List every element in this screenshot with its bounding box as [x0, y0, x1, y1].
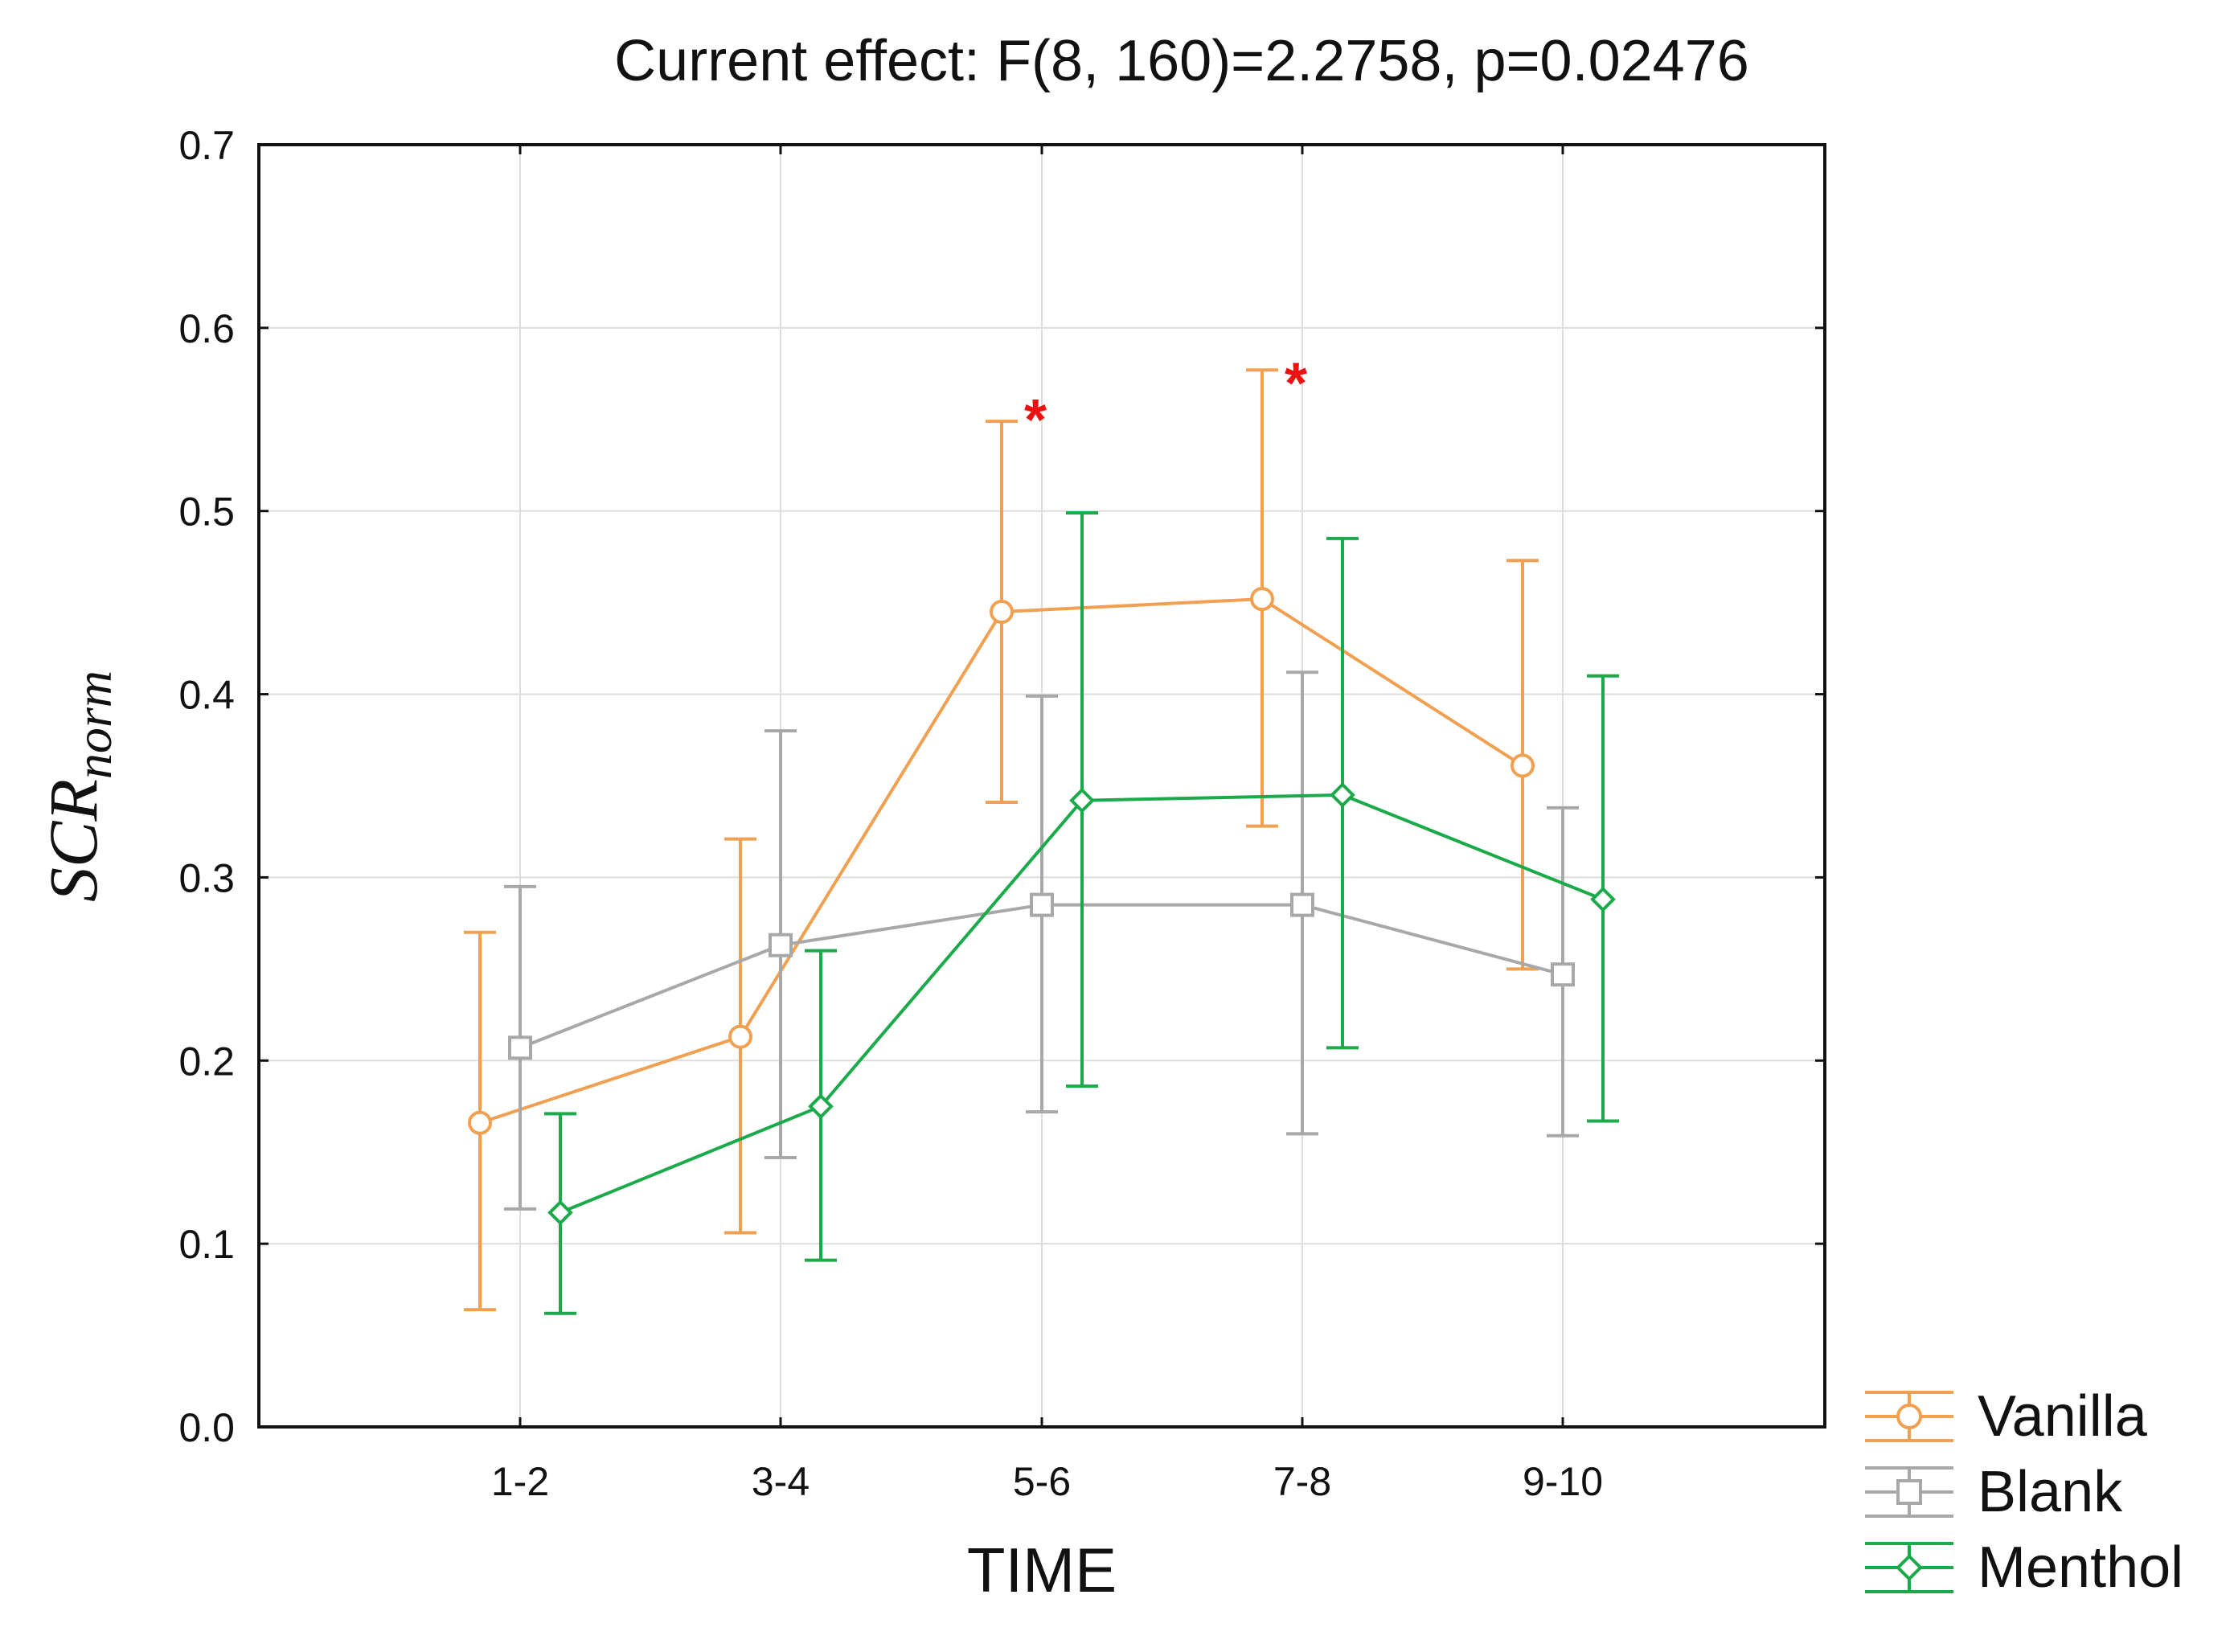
series-layer	[464, 368, 1619, 1315]
significance-asterisk: *	[1024, 388, 1047, 453]
legend-marker-menthol	[1896, 1554, 1923, 1581]
x-tick-label: 3-4	[752, 1459, 810, 1504]
data-point-vanilla	[468, 1110, 492, 1135]
x-tick-label: 7-8	[1273, 1459, 1331, 1504]
data-point-menthol	[547, 1199, 573, 1226]
y-axis-label-subscript: norm	[65, 670, 122, 779]
legend: Vanilla Blank Menthol	[1865, 1384, 2183, 1600]
data-point-blank	[769, 933, 793, 957]
legend-label: Menthol	[1978, 1535, 2183, 1600]
series-vanilla	[464, 368, 1539, 1312]
y-tick-label: 0.1	[178, 1222, 235, 1267]
legend-marker-vanilla	[1896, 1404, 1922, 1429]
legend-item-blank: Blank	[1865, 1460, 2123, 1524]
chart-title: Current effect: F(8, 160)=2.2758, p=0.02…	[614, 29, 1749, 93]
y-axis-label-main: SCR	[35, 779, 112, 902]
data-point-menthol	[808, 1093, 834, 1120]
axes: 0.0 0.1 0.2 0.3 0.4 0.5 0.6 0.7 1-2 3-4 5-6 7-8 9-10	[178, 123, 1825, 1504]
data-point-vanilla	[1511, 753, 1535, 778]
data-point-blank	[1551, 962, 1575, 987]
data-point-blank	[1030, 892, 1054, 917]
data-point-vanilla	[728, 1024, 752, 1049]
y-axis-label: SCRnorm	[35, 670, 122, 902]
x-tick-label: 1-2	[491, 1459, 549, 1504]
legend-item-vanilla: Vanilla	[1865, 1384, 2148, 1449]
y-tick-label: 0.0	[178, 1405, 235, 1450]
y-tick-label: 0.6	[178, 306, 235, 351]
y-tick-label: 0.5	[178, 490, 235, 535]
data-point-menthol	[1069, 787, 1095, 814]
data-point-menthol	[1590, 886, 1616, 912]
y-tick-label: 0.3	[178, 855, 235, 900]
y-tick-label: 0.4	[178, 673, 235, 718]
significance-asterisk: *	[1285, 351, 1307, 416]
annotations: **	[1024, 351, 1307, 453]
data-point-blank	[508, 1035, 532, 1060]
series-menthol	[544, 510, 1619, 1315]
x-tick-label: 5-6	[1013, 1459, 1071, 1504]
legend-marker-blank	[1896, 1479, 1922, 1505]
y-tick-label: 0.2	[178, 1039, 235, 1084]
x-tick-label: 9-10	[1523, 1459, 1603, 1504]
x-axis-label: TIME	[967, 1535, 1117, 1605]
y-tick-label: 0.7	[178, 123, 235, 168]
legend-item-menthol: Menthol	[1865, 1535, 2183, 1600]
data-point-menthol	[1330, 782, 1355, 808]
data-point-blank	[1290, 892, 1314, 917]
series-blank	[504, 670, 1579, 1211]
data-point-vanilla	[990, 600, 1014, 625]
data-point-vanilla	[1250, 587, 1274, 612]
legend-label: Blank	[1978, 1460, 2123, 1524]
legend-label: Vanilla	[1978, 1384, 2148, 1449]
